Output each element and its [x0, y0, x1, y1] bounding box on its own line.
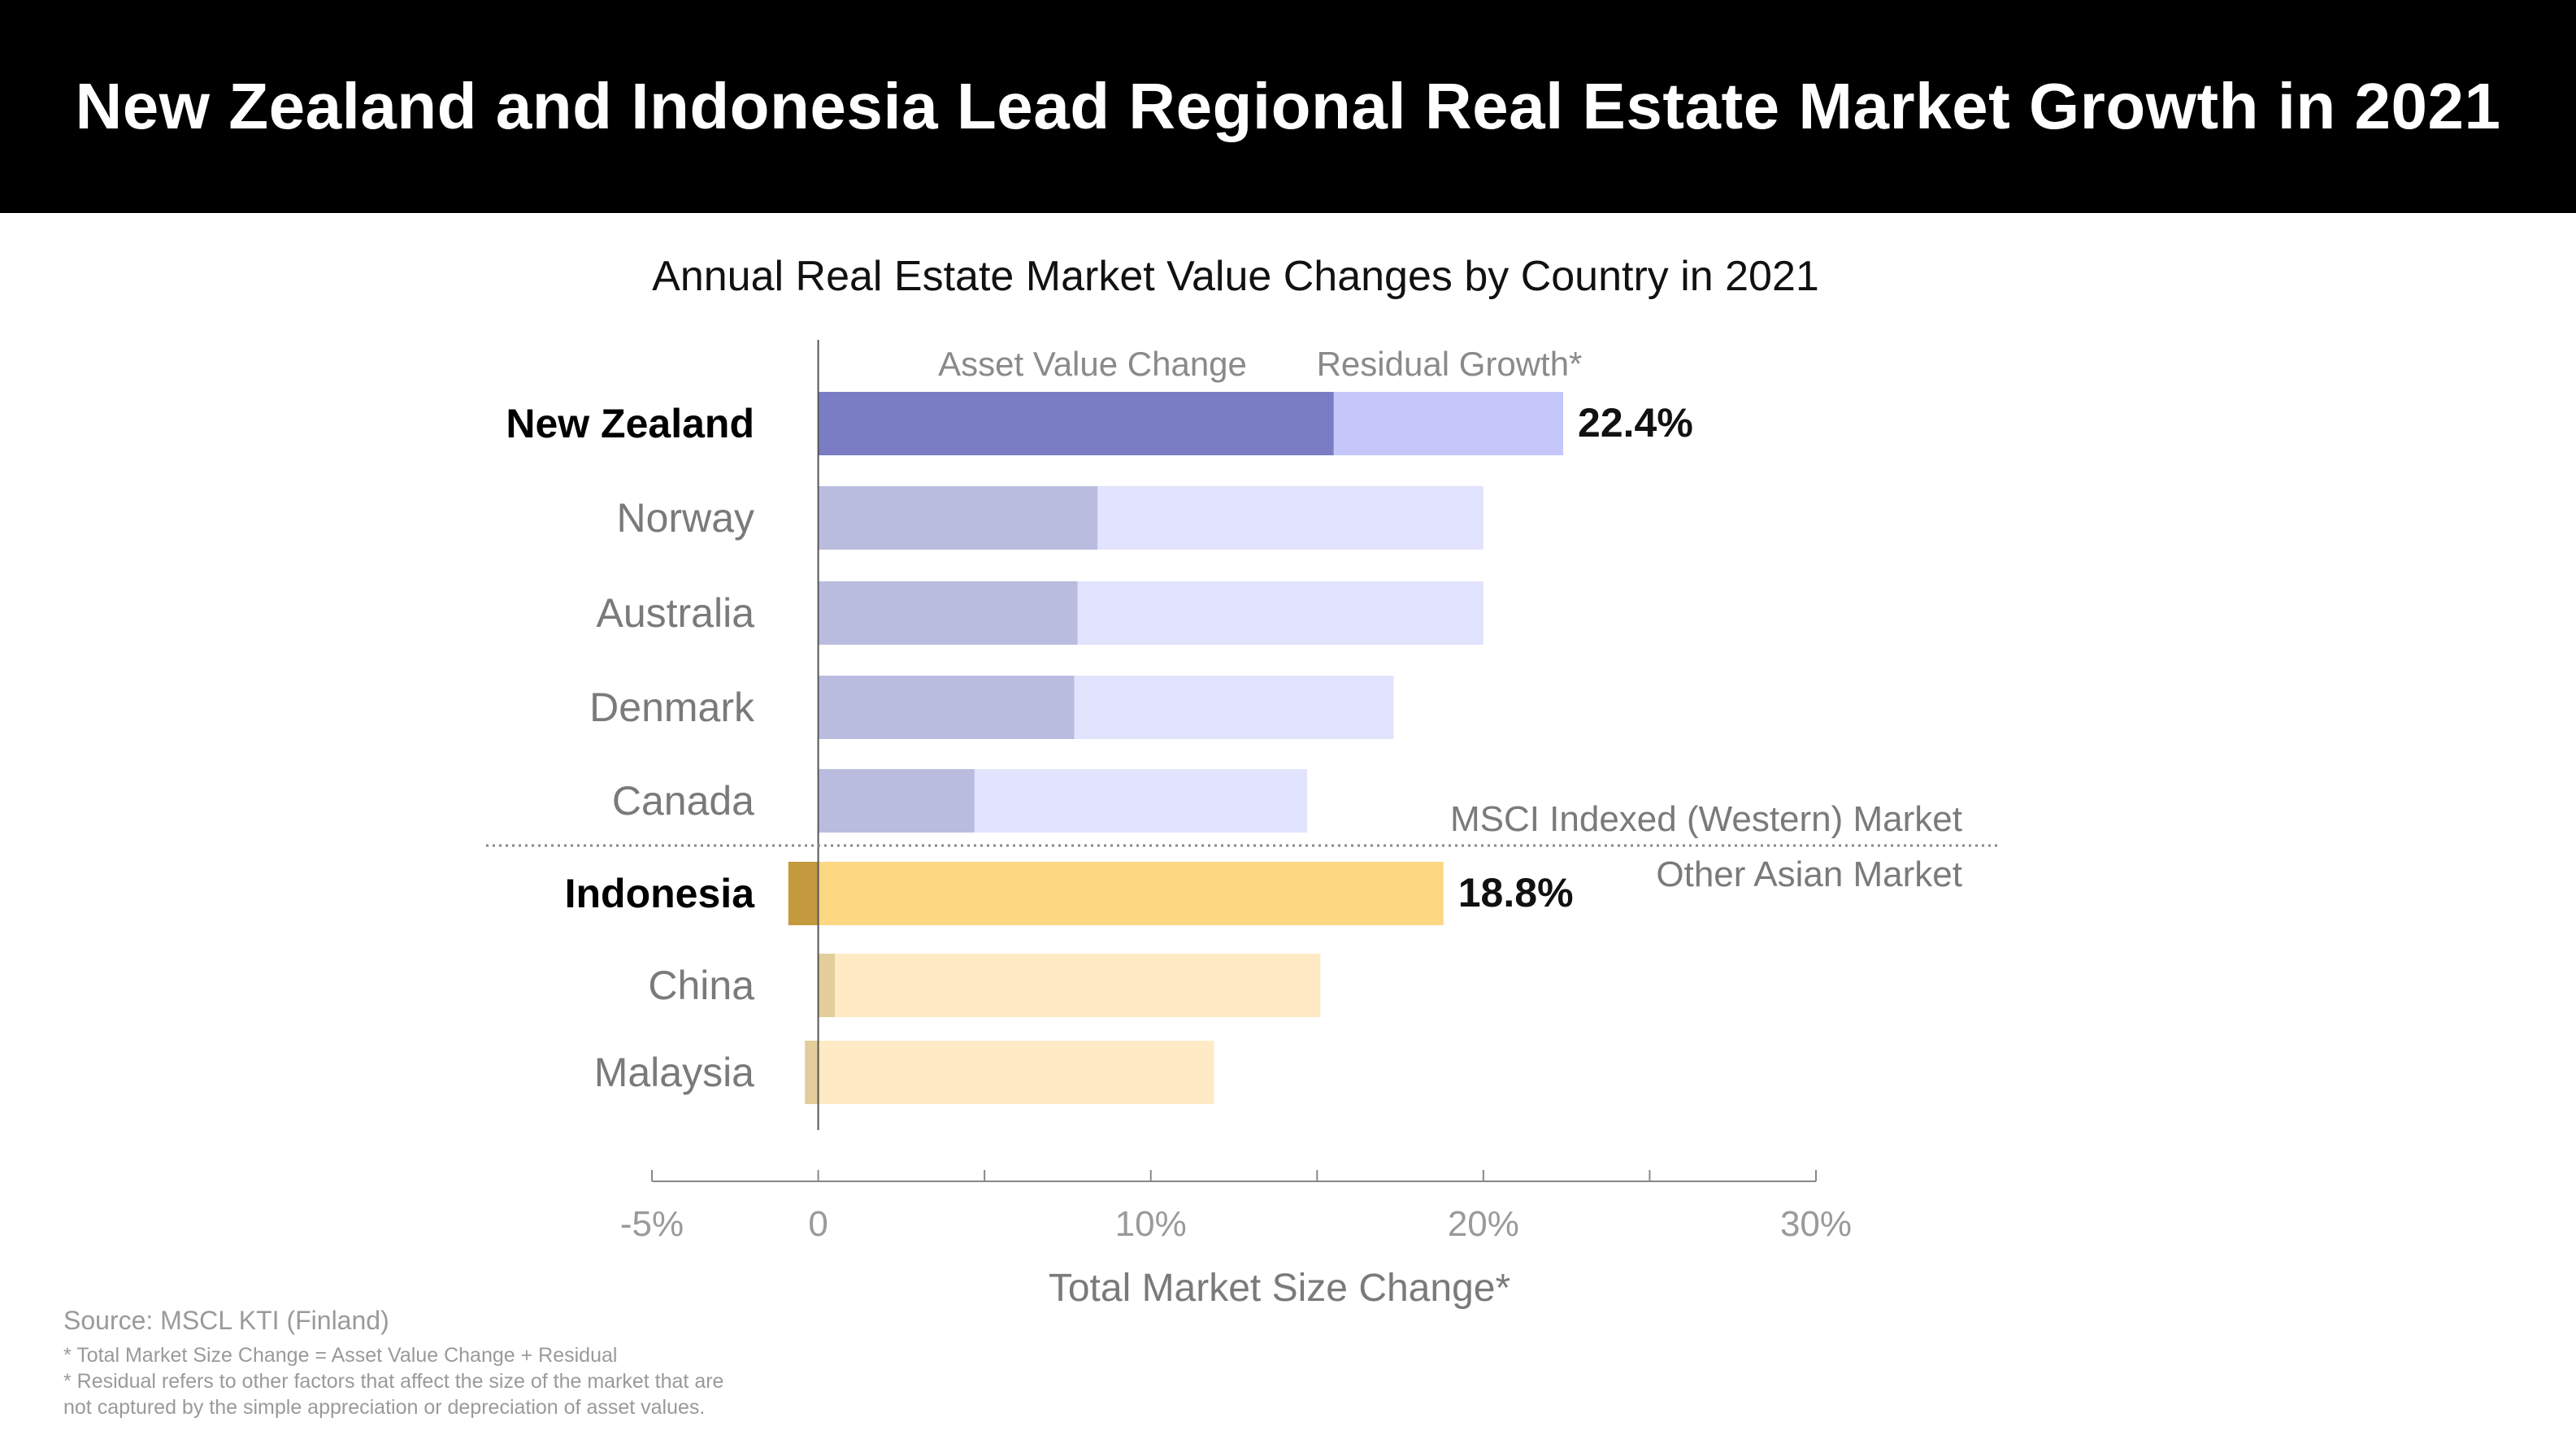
category-label-canada: Canada	[612, 778, 754, 824]
bar-asset-canada	[818, 769, 975, 833]
footnote-3: not captured by the simple appreciation …	[63, 1396, 706, 1419]
bar-asset-denmark	[818, 676, 1075, 739]
data-label-new-zealand: 22.4%	[1578, 400, 1693, 446]
chart-title: Annual Real Estate Market Value Changes …	[652, 253, 1819, 300]
legend-residual-growth: Residual Growth*	[1317, 345, 1583, 383]
bar-residual-malaysia	[818, 1041, 1214, 1104]
x-tick-label-3: 10%	[1115, 1204, 1187, 1244]
category-label-china: China	[648, 963, 754, 1008]
x-tick-label-7: 30%	[1780, 1204, 1852, 1244]
x-axis-title: Total Market Size Change*	[1049, 1267, 1510, 1310]
bar-asset-norway	[818, 486, 1098, 550]
category-label-malaysia: Malaysia	[594, 1050, 754, 1095]
legend-asset-value-change: Asset Value Change	[938, 345, 1247, 383]
bar-asset-australia	[818, 581, 1078, 645]
bar-residual-new-zealand	[1333, 392, 1564, 455]
bar-residual-australia	[1077, 581, 1483, 645]
page-title: New Zealand and Indonesia Lead Regional …	[75, 70, 2501, 142]
data-label-indonesia: 18.8%	[1458, 870, 1574, 915]
bar-residual-indonesia	[818, 862, 1444, 925]
x-tick-label-5: 20%	[1448, 1204, 1519, 1244]
footer: Source: MSCL KTI (Finland) * Total Marke…	[63, 1306, 723, 1420]
footnote-2: * Residual refers to other factors that …	[63, 1370, 724, 1393]
bar-asset-malaysia	[805, 1041, 819, 1104]
title-banner: New Zealand and Indonesia Lead Regional …	[0, 0, 2576, 213]
source-note: Source: MSCL KTI (Finland)	[63, 1306, 389, 1335]
bar-residual-norway	[1097, 486, 1483, 550]
category-label-indonesia: Indonesia	[565, 871, 756, 916]
group-label-asian: Other Asian Market	[1656, 854, 1962, 894]
bar-residual-china	[835, 954, 1321, 1017]
bar-asset-indonesia	[788, 862, 819, 925]
category-label-new-zealand: New Zealand	[506, 401, 754, 446]
category-label-australia: Australia	[596, 590, 754, 636]
category-label-norway: Norway	[617, 495, 754, 541]
bar-residual-canada	[974, 769, 1308, 833]
category-label-denmark: Denmark	[589, 685, 755, 730]
bar-chart: Annual Real Estate Market Value Changes …	[486, 253, 1998, 1310]
bar-residual-denmark	[1074, 676, 1394, 739]
bar-asset-new-zealand	[818, 392, 1334, 455]
footnote-1: * Total Market Size Change = Asset Value…	[63, 1344, 618, 1367]
bar-asset-china	[818, 954, 836, 1017]
x-tick-label-0: -5%	[620, 1204, 684, 1244]
group-label-western: MSCI Indexed (Western) Market	[1450, 799, 1962, 839]
x-tick-label-1: 0	[808, 1204, 828, 1244]
